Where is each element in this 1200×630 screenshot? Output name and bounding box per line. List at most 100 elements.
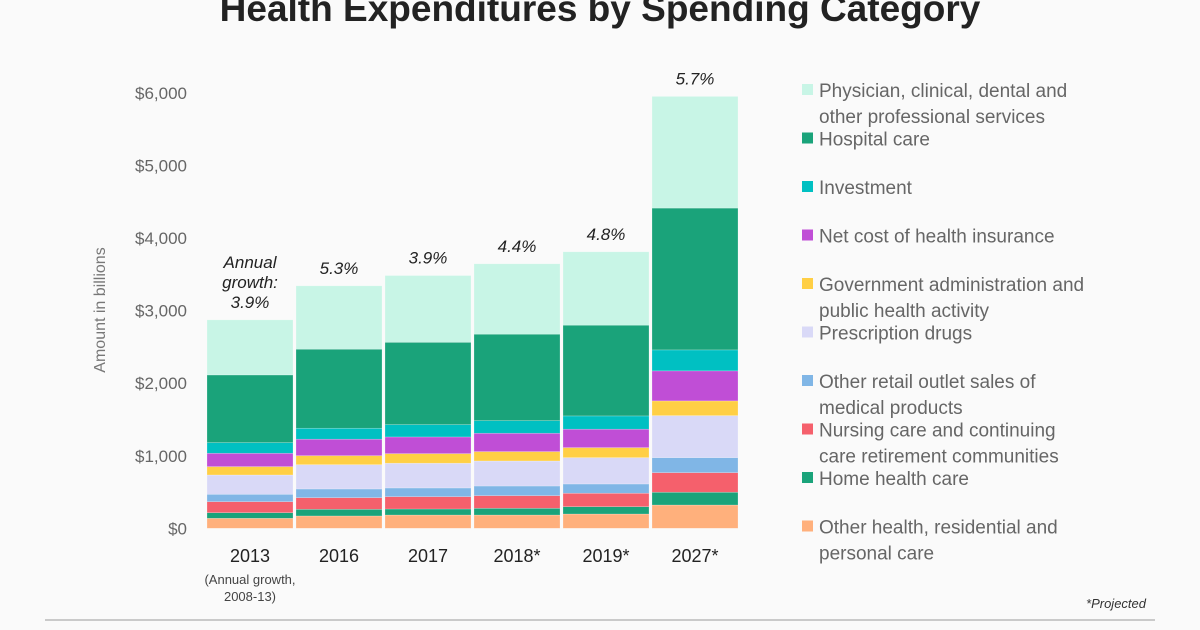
bar-segment xyxy=(295,348,383,429)
legend-label: care retirement communities xyxy=(819,447,1059,468)
bar-segment xyxy=(473,451,561,462)
growth-label: 5.7% xyxy=(676,69,715,88)
legend-swatch xyxy=(802,472,813,483)
legend-label: Investment xyxy=(819,178,913,199)
bar-segment xyxy=(295,427,383,440)
bar-segment xyxy=(206,517,294,529)
bar-segment xyxy=(473,485,561,496)
growth-label: 3.9% xyxy=(409,249,448,268)
bar-segment xyxy=(651,349,739,372)
growth-prefix: growth: xyxy=(222,273,278,292)
bar-segment xyxy=(384,436,472,454)
bar-segment xyxy=(651,400,739,416)
bar-segment xyxy=(473,514,561,529)
x-tick-label: 2019* xyxy=(582,546,629,566)
y-tick-label: $4,000 xyxy=(135,229,187,248)
bar-segment xyxy=(384,453,472,464)
bar-segment xyxy=(295,285,383,350)
legend-label: Net cost of health insurance xyxy=(819,227,1055,248)
growth-label: 4.8% xyxy=(587,225,626,244)
bar-segment xyxy=(295,488,383,498)
legend-swatch xyxy=(802,84,813,95)
legend-label: Government administration and xyxy=(819,275,1084,296)
legend-swatch xyxy=(802,181,813,192)
bar-segment xyxy=(295,455,383,465)
legend-swatch xyxy=(802,326,813,338)
legend-swatch xyxy=(802,229,813,241)
x-tick-sublabel: 2008-13) xyxy=(224,589,276,604)
legend-swatch xyxy=(802,423,813,435)
bar-segment xyxy=(473,460,561,487)
bar-segment xyxy=(562,492,650,507)
bar-segment xyxy=(206,501,294,514)
bar-segment xyxy=(562,447,650,458)
x-tick-label: 2017 xyxy=(408,546,448,566)
bar-segment xyxy=(295,508,383,517)
bar-segment xyxy=(651,415,739,458)
legend-label: Physician, clinical, dental and xyxy=(819,81,1067,102)
bar-segment xyxy=(562,251,650,326)
bar-segment xyxy=(562,428,650,448)
bar-segment xyxy=(651,491,739,506)
legend-label: Nursing care and continuing xyxy=(819,421,1056,442)
x-tick-label: 2027* xyxy=(671,546,718,566)
y-tick-label: $2,000 xyxy=(135,374,187,393)
y-tick-label: $6,000 xyxy=(135,84,187,103)
legend-label: personal care xyxy=(819,544,934,565)
bar-segment xyxy=(206,474,294,495)
bar-segment xyxy=(384,487,472,497)
bar-segment xyxy=(473,495,561,509)
legend-label: medical products xyxy=(819,398,963,419)
legend-label: Prescription drugs xyxy=(819,324,972,345)
legend-swatch xyxy=(802,520,813,532)
y-tick-label: $5,000 xyxy=(135,157,187,176)
bar-segment xyxy=(651,504,739,529)
y-tick-label: $1,000 xyxy=(135,447,187,466)
bar-segment xyxy=(473,507,561,516)
bar-segment xyxy=(651,472,739,493)
x-tick-label: 2016 xyxy=(319,546,359,566)
x-tick-label: 2018* xyxy=(493,546,540,566)
bar-segment xyxy=(206,466,294,476)
legend-label: public health activity xyxy=(819,301,990,322)
growth-label: 3.9% xyxy=(231,293,270,312)
growth-label: 4.4% xyxy=(498,237,537,256)
bar-segment xyxy=(562,415,650,430)
y-tick-label: $3,000 xyxy=(135,302,187,321)
legend-swatch xyxy=(802,278,813,289)
bar-segment xyxy=(651,370,739,402)
bar-segment xyxy=(562,513,650,529)
bar-segment xyxy=(206,442,294,454)
legend-label: Other health, residential and xyxy=(819,518,1058,539)
bar-segment xyxy=(651,457,739,473)
legend-label: Home health care xyxy=(819,469,969,490)
bar-segment xyxy=(473,420,561,434)
x-tick-label: 2013 xyxy=(230,546,270,566)
y-axis-label: Amount in billions xyxy=(92,247,109,372)
bar-segment xyxy=(206,374,294,443)
bar-segment xyxy=(384,514,472,529)
bar-segment xyxy=(562,457,650,485)
bar-segment xyxy=(651,207,739,351)
legend-swatch xyxy=(802,375,813,386)
legend-label: Other retail outlet sales of xyxy=(819,372,1036,393)
bar-segment xyxy=(384,341,472,425)
chart-title: Health Expenditures by Spending Category xyxy=(219,0,981,29)
bar-segment xyxy=(206,319,294,376)
bar-segment xyxy=(295,515,383,529)
x-tick-sublabel: (Annual growth, xyxy=(204,572,295,587)
legend-label: Hospital care xyxy=(819,130,930,151)
legend-swatch xyxy=(802,132,813,144)
bar-segment xyxy=(384,462,472,489)
bar-segment xyxy=(295,464,383,490)
y-tick-label: $0 xyxy=(168,519,187,538)
bar-segment xyxy=(206,452,294,467)
bar-segment xyxy=(651,96,739,209)
bar-segment xyxy=(473,333,561,421)
bar-segment xyxy=(295,497,383,510)
bar-segment xyxy=(384,275,472,343)
bar-segment xyxy=(562,506,650,515)
bar-segment xyxy=(384,424,472,438)
growth-prefix: Annual xyxy=(223,253,278,272)
